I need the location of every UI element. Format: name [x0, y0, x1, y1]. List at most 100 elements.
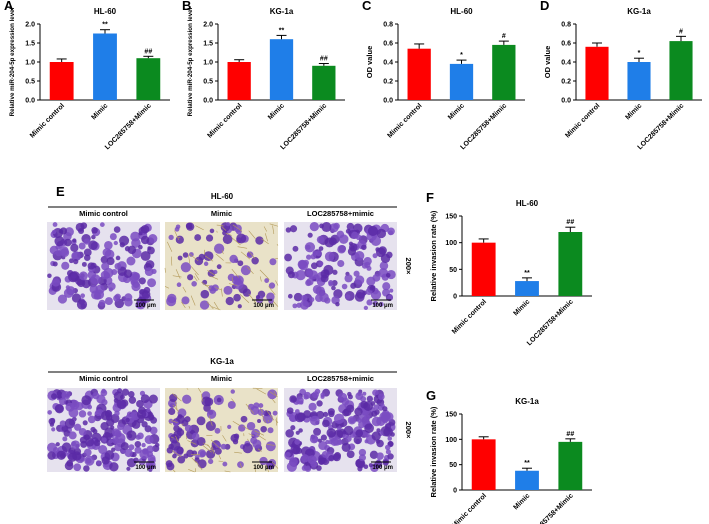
- cell: [140, 394, 150, 403]
- cell: [373, 404, 380, 411]
- group-title: HL-60: [211, 192, 234, 201]
- x-tick-label: LOC285758+Mimic: [279, 102, 328, 151]
- cell: [264, 278, 270, 283]
- x-tick-label: Mimic control: [386, 102, 423, 139]
- cell: [78, 242, 86, 250]
- cell: [343, 425, 354, 436]
- cell: [309, 296, 315, 303]
- panel-label: B: [182, 0, 191, 13]
- cell: [382, 406, 388, 412]
- cell: [206, 449, 216, 459]
- cell: [213, 269, 218, 275]
- cell: [47, 451, 56, 460]
- x-tick-label: Mimic control: [29, 102, 66, 139]
- cell: [328, 237, 337, 246]
- error-bar: [478, 436, 489, 440]
- cell: [214, 442, 222, 449]
- cell: [197, 459, 207, 469]
- cell: [336, 230, 345, 239]
- cell: [87, 415, 96, 424]
- x-tick-label: Mimic: [512, 298, 531, 317]
- cell: [350, 282, 357, 289]
- fiber: [175, 400, 178, 410]
- cell: [318, 260, 324, 267]
- cell: [47, 273, 52, 279]
- cell: [66, 286, 76, 296]
- y-tick-label: 0.0: [383, 98, 393, 105]
- cell: [236, 233, 247, 244]
- fiber: [257, 448, 262, 452]
- cell: [289, 457, 298, 467]
- cell: [202, 279, 208, 285]
- cell: [356, 289, 366, 299]
- cell: [138, 244, 143, 250]
- cell: [366, 299, 373, 306]
- fiber: [245, 403, 255, 414]
- fiber: [231, 268, 239, 278]
- cell: [328, 281, 334, 287]
- fiber: [248, 293, 256, 303]
- cell: [141, 421, 148, 428]
- error-bar: [498, 40, 509, 45]
- bar: [93, 33, 117, 100]
- fiber: [221, 225, 227, 231]
- cell: [73, 258, 79, 265]
- bar: [558, 441, 583, 490]
- fiber: [186, 388, 189, 390]
- error-bar: [414, 43, 425, 49]
- cell: [78, 410, 87, 418]
- cell: [382, 459, 389, 466]
- cell: [68, 271, 79, 283]
- fiber: [201, 393, 203, 402]
- cell: [128, 396, 137, 404]
- y-axis-label: OD value: [543, 46, 552, 79]
- cell: [338, 392, 348, 402]
- cell: [125, 417, 130, 423]
- y-tick-label: 0.0: [203, 98, 213, 105]
- fiber: [175, 435, 179, 443]
- cell: [80, 293, 85, 299]
- significance: **: [102, 22, 108, 29]
- cell: [364, 423, 374, 434]
- cell: [346, 222, 355, 231]
- cell: [68, 258, 74, 264]
- cell: [308, 402, 317, 411]
- error-bar: [56, 58, 67, 62]
- y-tick-label: 0.5: [25, 79, 35, 86]
- cell: [328, 410, 335, 418]
- cell: [60, 248, 70, 258]
- cell: [72, 238, 77, 243]
- cell: [209, 287, 216, 294]
- fiber: [232, 224, 243, 232]
- fiber: [269, 391, 278, 397]
- micrograph: 100 μm: [47, 222, 160, 310]
- fiber: [195, 461, 203, 471]
- cell: [191, 432, 200, 441]
- cell: [194, 234, 202, 241]
- x-tick-label: Mimic control: [451, 298, 488, 335]
- fiber: [259, 269, 270, 280]
- x-tick-label: Mimic: [512, 492, 531, 511]
- cell: [134, 446, 142, 454]
- fiber: [189, 253, 199, 262]
- panel-label: D: [540, 0, 549, 13]
- cell: [83, 254, 91, 261]
- cell: [285, 451, 291, 458]
- cell: [341, 442, 351, 452]
- cell: [98, 299, 106, 307]
- cell: [196, 436, 206, 446]
- cell: [366, 265, 372, 271]
- fiber: [170, 256, 173, 266]
- fiber: [232, 421, 240, 426]
- fiber: [234, 451, 242, 454]
- cell: [324, 251, 335, 262]
- cell: [346, 450, 355, 459]
- cell: [299, 300, 310, 310]
- y-tick-label: 50: [449, 462, 457, 469]
- fiber: [194, 273, 200, 281]
- cell: [64, 227, 74, 237]
- cell: [67, 452, 78, 462]
- group-title: KG-1a: [210, 357, 234, 366]
- cell: [295, 430, 300, 435]
- error-bar: [522, 277, 532, 282]
